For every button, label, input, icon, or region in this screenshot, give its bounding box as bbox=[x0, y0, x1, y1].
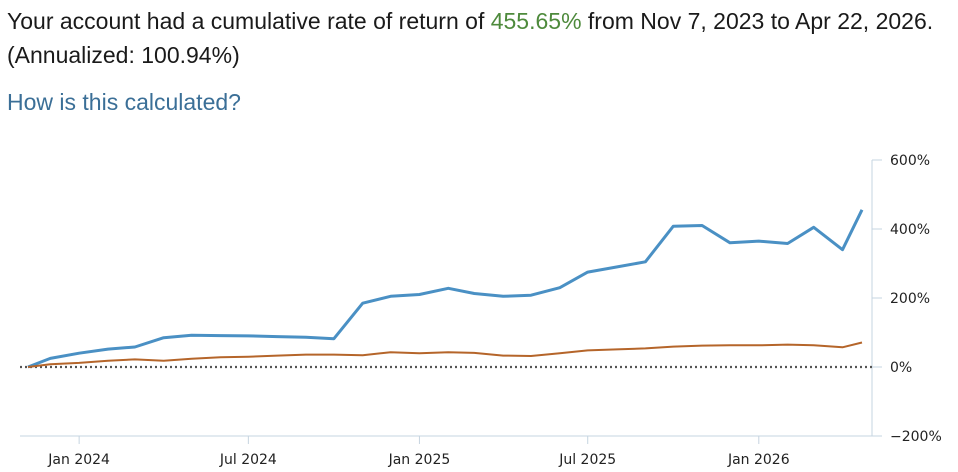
y-axis-ticks: 600% 400% 200% 0% −200% bbox=[872, 153, 942, 445]
x-axis-ticks: Jan 2024 Jul 2024 Jan 2025 Jul 2025 Jan 2026 bbox=[47, 436, 790, 468]
y-tick-label: 0% bbox=[890, 360, 912, 376]
chart-axes bbox=[20, 160, 873, 437]
x-tick-label: Jul 2024 bbox=[219, 452, 277, 468]
x-tick-label: Jan 2024 bbox=[47, 452, 110, 468]
chart-series bbox=[27, 209, 864, 369]
how-calculated-link[interactable]: How is this calculated? bbox=[7, 89, 241, 115]
return-summary: Your account had a cumulative rate of re… bbox=[7, 4, 947, 72]
series-line-2 bbox=[27, 341, 863, 368]
x-tick-label: Jul 2025 bbox=[558, 452, 616, 468]
x-tick-label: Jan 2026 bbox=[727, 452, 790, 468]
x-tick-label: Jan 2025 bbox=[388, 452, 451, 468]
annualized-return-value: 100.94% bbox=[141, 42, 233, 68]
y-tick-label: 400% bbox=[890, 222, 930, 238]
cumulative-return-value: 455.65% bbox=[490, 8, 582, 34]
y-tick-label: −200% bbox=[890, 429, 942, 445]
returns-chart: Jan 2024 Jul 2024 Jan 2025 Jul 2025 Jan 2026… bbox=[20, 153, 942, 468]
summary-prefix: Your account had a cumulative rate of re… bbox=[7, 8, 491, 34]
y-tick-label: 600% bbox=[890, 153, 930, 169]
y-tick-label: 200% bbox=[890, 291, 930, 307]
summary-suffix: ) bbox=[232, 42, 240, 68]
summary-middle: from Nov 7, 2023 to Apr 22, 2026. (Annua… bbox=[7, 8, 934, 68]
series-line-1 bbox=[27, 209, 864, 369]
